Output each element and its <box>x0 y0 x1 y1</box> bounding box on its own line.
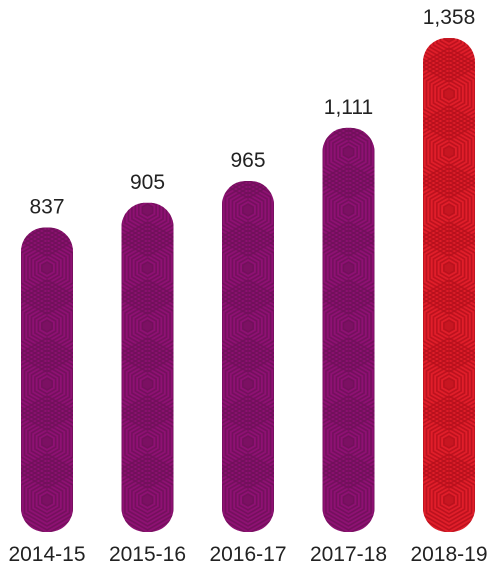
bar-pattern <box>21 227 73 533</box>
bar-2018-19 <box>423 38 475 532</box>
bar-2016-17 <box>222 180 274 533</box>
bar-2014-15 <box>21 227 73 533</box>
bar-pattern <box>222 180 274 533</box>
category-label: 2018-19 <box>410 543 487 566</box>
bar-2017-18 <box>322 127 375 532</box>
value-label: 965 <box>230 149 265 172</box>
bar <box>423 38 475 532</box>
value-label: 837 <box>29 196 64 219</box>
value-label: 905 <box>130 171 165 194</box>
bars-group <box>21 38 475 533</box>
value-label: 1,358 <box>423 6 476 29</box>
value-labels-group: 837 905 965 1,111 1,358 <box>29 6 475 219</box>
category-label: 2016-17 <box>209 543 286 566</box>
category-label: 2014-15 <box>8 543 85 566</box>
category-labels-group: 2014-15 2015-16 2016-17 2017-18 2018-19 <box>8 543 487 566</box>
value-label: 1,111 <box>324 96 373 119</box>
category-label: 2017-18 <box>310 543 387 566</box>
bar-pattern <box>121 202 174 532</box>
bar-pattern <box>322 127 375 532</box>
category-label: 2015-16 <box>109 543 186 566</box>
bar-pattern <box>423 38 475 532</box>
bar-2015-16 <box>121 202 174 533</box>
